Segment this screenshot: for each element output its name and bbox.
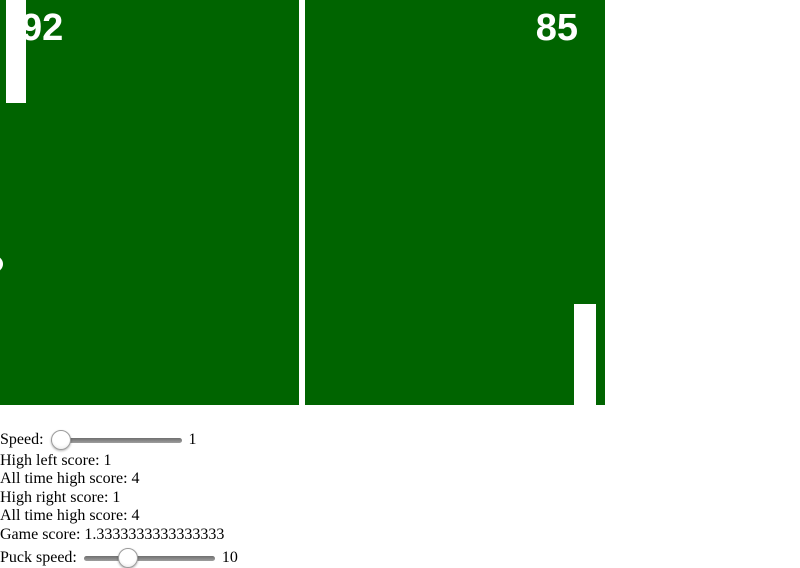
left-score: 92	[21, 7, 64, 49]
puck-speed-slider-track[interactable]	[83, 555, 215, 561]
puck-speed-value: 10	[221, 548, 238, 566]
score-stats: High left score: 1 All time high score: …	[0, 452, 800, 544]
puck	[0, 256, 3, 272]
speed-value: 1	[188, 430, 197, 448]
high-left-score-stat: High left score: 1	[0, 452, 112, 469]
speed-label: Speed:	[0, 430, 44, 448]
puck-speed-control-row: Puck speed: 10	[0, 547, 800, 568]
right-paddle	[574, 304, 596, 405]
high-right-score-stat: High right score: 1	[0, 488, 121, 506]
left-paddle	[6, 0, 26, 103]
playfield: 92 85	[0, 0, 605, 405]
puck-speed-slider[interactable]	[83, 547, 215, 568]
all-time-high-left-stat: All time high score: 4	[0, 470, 140, 488]
left-court[interactable]: 92	[0, 0, 299, 405]
speed-slider[interactable]	[50, 429, 182, 450]
right-score: 85	[535, 7, 578, 49]
game-score-stat: Game score: 1.3333333333333333	[0, 525, 225, 543]
puck-speed-label: Puck speed:	[0, 548, 77, 566]
speed-slider-thumb[interactable]	[50, 429, 71, 450]
puck-speed-slider-thumb[interactable]	[118, 547, 139, 568]
right-court[interactable]: 85	[305, 0, 605, 405]
speed-control-row: Speed: 1	[0, 429, 800, 450]
controls-panel: Speed: 1 High left score: 1 All time hig…	[0, 429, 800, 568]
speed-slider-track[interactable]	[50, 437, 182, 443]
all-time-high-right-stat: All time high score: 4	[0, 507, 140, 525]
